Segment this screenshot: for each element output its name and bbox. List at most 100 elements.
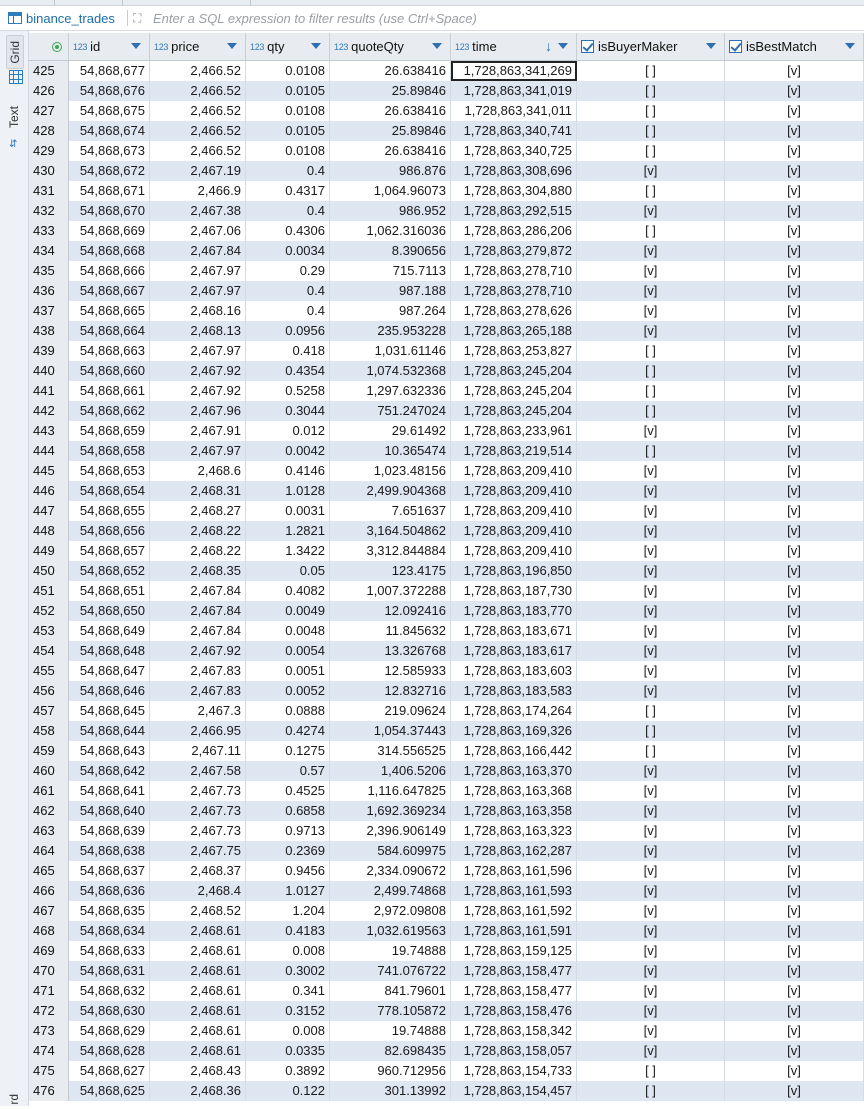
- cell-quoteqty[interactable]: 11.845632: [330, 621, 451, 641]
- row-number[interactable]: 458: [29, 721, 69, 741]
- cell-id[interactable]: 54,868,654: [69, 481, 150, 501]
- row-number[interactable]: 465: [29, 861, 69, 881]
- cell-time[interactable]: 1,728,863,154,733: [451, 1061, 577, 1081]
- cell-isbuyermaker[interactable]: [v]: [577, 201, 725, 221]
- table-row[interactable]: 462 54,868,640 2,467.73 0.6858 1,692.369234 1…: [29, 801, 864, 821]
- row-number-header[interactable]: [29, 33, 69, 60]
- cell-price[interactable]: 2,467.73: [150, 801, 246, 821]
- cell-time[interactable]: 1,728,863,161,591: [451, 921, 577, 941]
- cell-isbuyermaker[interactable]: [ ]: [577, 1061, 725, 1081]
- cell-isbuyermaker[interactable]: [v]: [577, 881, 725, 901]
- cell-id[interactable]: 54,868,665: [69, 301, 150, 321]
- cell-isbestmatch[interactable]: [v]: [725, 341, 864, 361]
- row-number[interactable]: 449: [29, 541, 69, 561]
- table-row[interactable]: 455 54,868,647 2,467.83 0.0051 12.585933 1,72…: [29, 661, 864, 681]
- table-row[interactable]: 473 54,868,629 2,468.61 0.008 19.74888 1,728,…: [29, 1021, 864, 1041]
- cell-quoteqty[interactable]: 235.953228: [330, 321, 451, 341]
- cell-time[interactable]: 1,728,863,253,827: [451, 341, 577, 361]
- cell-qty[interactable]: 0.4306: [246, 221, 330, 241]
- cell-time[interactable]: 1,728,863,161,596: [451, 861, 577, 881]
- cell-isbuyermaker[interactable]: [v]: [577, 961, 725, 981]
- cell-qty[interactable]: 0.418: [246, 341, 330, 361]
- cell-isbestmatch[interactable]: [v]: [725, 701, 864, 721]
- cell-quoteqty[interactable]: 1,406.5206: [330, 761, 451, 781]
- table-row[interactable]: 448 54,868,656 2,468.22 1.2821 3,164.504862 1…: [29, 521, 864, 541]
- cell-quoteqty[interactable]: 26.638416: [330, 141, 451, 161]
- cell-isbuyermaker[interactable]: [v]: [577, 801, 725, 821]
- cell-isbuyermaker[interactable]: [v]: [577, 981, 725, 1001]
- cell-price[interactable]: 2,467.84: [150, 581, 246, 601]
- cell-price[interactable]: 2,468.61: [150, 921, 246, 941]
- cell-qty[interactable]: 0.4274: [246, 721, 330, 741]
- chevron-down-icon[interactable]: [845, 43, 855, 49]
- cell-time[interactable]: 1,728,863,265,188: [451, 321, 577, 341]
- cell-id[interactable]: 54,868,658: [69, 441, 150, 461]
- row-number[interactable]: 442: [29, 401, 69, 421]
- cell-isbuyermaker[interactable]: [ ]: [577, 221, 725, 241]
- cell-isbestmatch[interactable]: [v]: [725, 781, 864, 801]
- cell-time[interactable]: 1,728,863,278,710: [451, 261, 577, 281]
- cell-id[interactable]: 54,868,656: [69, 521, 150, 541]
- row-number[interactable]: 441: [29, 381, 69, 401]
- cell-id[interactable]: 54,868,634: [69, 921, 150, 941]
- row-number[interactable]: 466: [29, 881, 69, 901]
- cell-isbestmatch[interactable]: [v]: [725, 521, 864, 541]
- cell-quoteqty[interactable]: 2,334.090672: [330, 861, 451, 881]
- filter-expand-icon[interactable]: ⛶: [133, 11, 142, 25]
- cell-time[interactable]: 1,728,863,292,515: [451, 201, 577, 221]
- table-row[interactable]: 443 54,868,659 2,467.91 0.012 29.61492 1,728,…: [29, 421, 864, 441]
- cell-quoteqty[interactable]: 12.832716: [330, 681, 451, 701]
- cell-quoteqty[interactable]: 2,972.09808: [330, 901, 451, 921]
- row-number[interactable]: 434: [29, 241, 69, 261]
- cell-isbuyermaker[interactable]: [v]: [577, 501, 725, 521]
- row-number[interactable]: 468: [29, 921, 69, 941]
- cell-isbestmatch[interactable]: [v]: [725, 761, 864, 781]
- cell-id[interactable]: 54,868,643: [69, 741, 150, 761]
- cell-id[interactable]: 54,868,635: [69, 901, 150, 921]
- cell-quoteqty[interactable]: 10.365474: [330, 441, 451, 461]
- row-number[interactable]: 474: [29, 1041, 69, 1061]
- cell-quoteqty[interactable]: 3,164.504862: [330, 521, 451, 541]
- chevron-down-icon[interactable]: [432, 43, 442, 49]
- row-number[interactable]: 462: [29, 801, 69, 821]
- cell-quoteqty[interactable]: 584.609975: [330, 841, 451, 861]
- cell-id[interactable]: 54,868,676: [69, 81, 150, 101]
- cell-quoteqty[interactable]: 1,074.532368: [330, 361, 451, 381]
- cell-price[interactable]: 2,467.75: [150, 841, 246, 861]
- cell-time[interactable]: 1,728,863,158,476: [451, 1001, 577, 1021]
- cell-qty[interactable]: 0.0105: [246, 81, 330, 101]
- cell-price[interactable]: 2,467.84: [150, 601, 246, 621]
- cell-quoteqty[interactable]: 1,031.61146: [330, 341, 451, 361]
- cell-time[interactable]: 1,728,863,169,326: [451, 721, 577, 741]
- cell-isbuyermaker[interactable]: [v]: [577, 941, 725, 961]
- chevron-down-icon[interactable]: [311, 43, 321, 49]
- row-number[interactable]: 443: [29, 421, 69, 441]
- cell-id[interactable]: 54,868,662: [69, 401, 150, 421]
- cell-quoteqty[interactable]: 82.698435: [330, 1041, 451, 1061]
- cell-quoteqty[interactable]: 1,054.37443: [330, 721, 451, 741]
- cell-time[interactable]: 1,728,863,183,583: [451, 681, 577, 701]
- cell-isbuyermaker[interactable]: [ ]: [577, 121, 725, 141]
- table-row[interactable]: 446 54,868,654 2,468.31 1.0128 2,499.904368 1…: [29, 481, 864, 501]
- cell-isbestmatch[interactable]: [v]: [725, 301, 864, 321]
- table-row[interactable]: 461 54,868,641 2,467.73 0.4525 1,116.647825 1…: [29, 781, 864, 801]
- table-row[interactable]: 467 54,868,635 2,468.52 1.204 2,972.09808 1,7…: [29, 901, 864, 921]
- cell-isbestmatch[interactable]: [v]: [725, 421, 864, 441]
- cell-isbestmatch[interactable]: [v]: [725, 201, 864, 221]
- cell-qty[interactable]: 0.4354: [246, 361, 330, 381]
- table-row[interactable]: 449 54,868,657 2,468.22 1.3422 3,312.844884 1…: [29, 541, 864, 561]
- cell-isbuyermaker[interactable]: [ ]: [577, 101, 725, 121]
- cell-isbestmatch[interactable]: [v]: [725, 221, 864, 241]
- cell-isbestmatch[interactable]: [v]: [725, 621, 864, 641]
- cell-time[interactable]: 1,728,863,159,125: [451, 941, 577, 961]
- cell-id[interactable]: 54,868,674: [69, 121, 150, 141]
- cell-qty[interactable]: 0.4: [246, 301, 330, 321]
- cell-isbuyermaker[interactable]: [ ]: [577, 741, 725, 761]
- cell-time[interactable]: 1,728,863,219,514: [451, 441, 577, 461]
- cell-price[interactable]: 2,467.96: [150, 401, 246, 421]
- cell-quoteqty[interactable]: 29.61492: [330, 421, 451, 441]
- cell-time[interactable]: 1,728,863,304,880: [451, 181, 577, 201]
- cell-qty[interactable]: 0.0031: [246, 501, 330, 521]
- cell-isbuyermaker[interactable]: [v]: [577, 641, 725, 661]
- cell-id[interactable]: 54,868,647: [69, 661, 150, 681]
